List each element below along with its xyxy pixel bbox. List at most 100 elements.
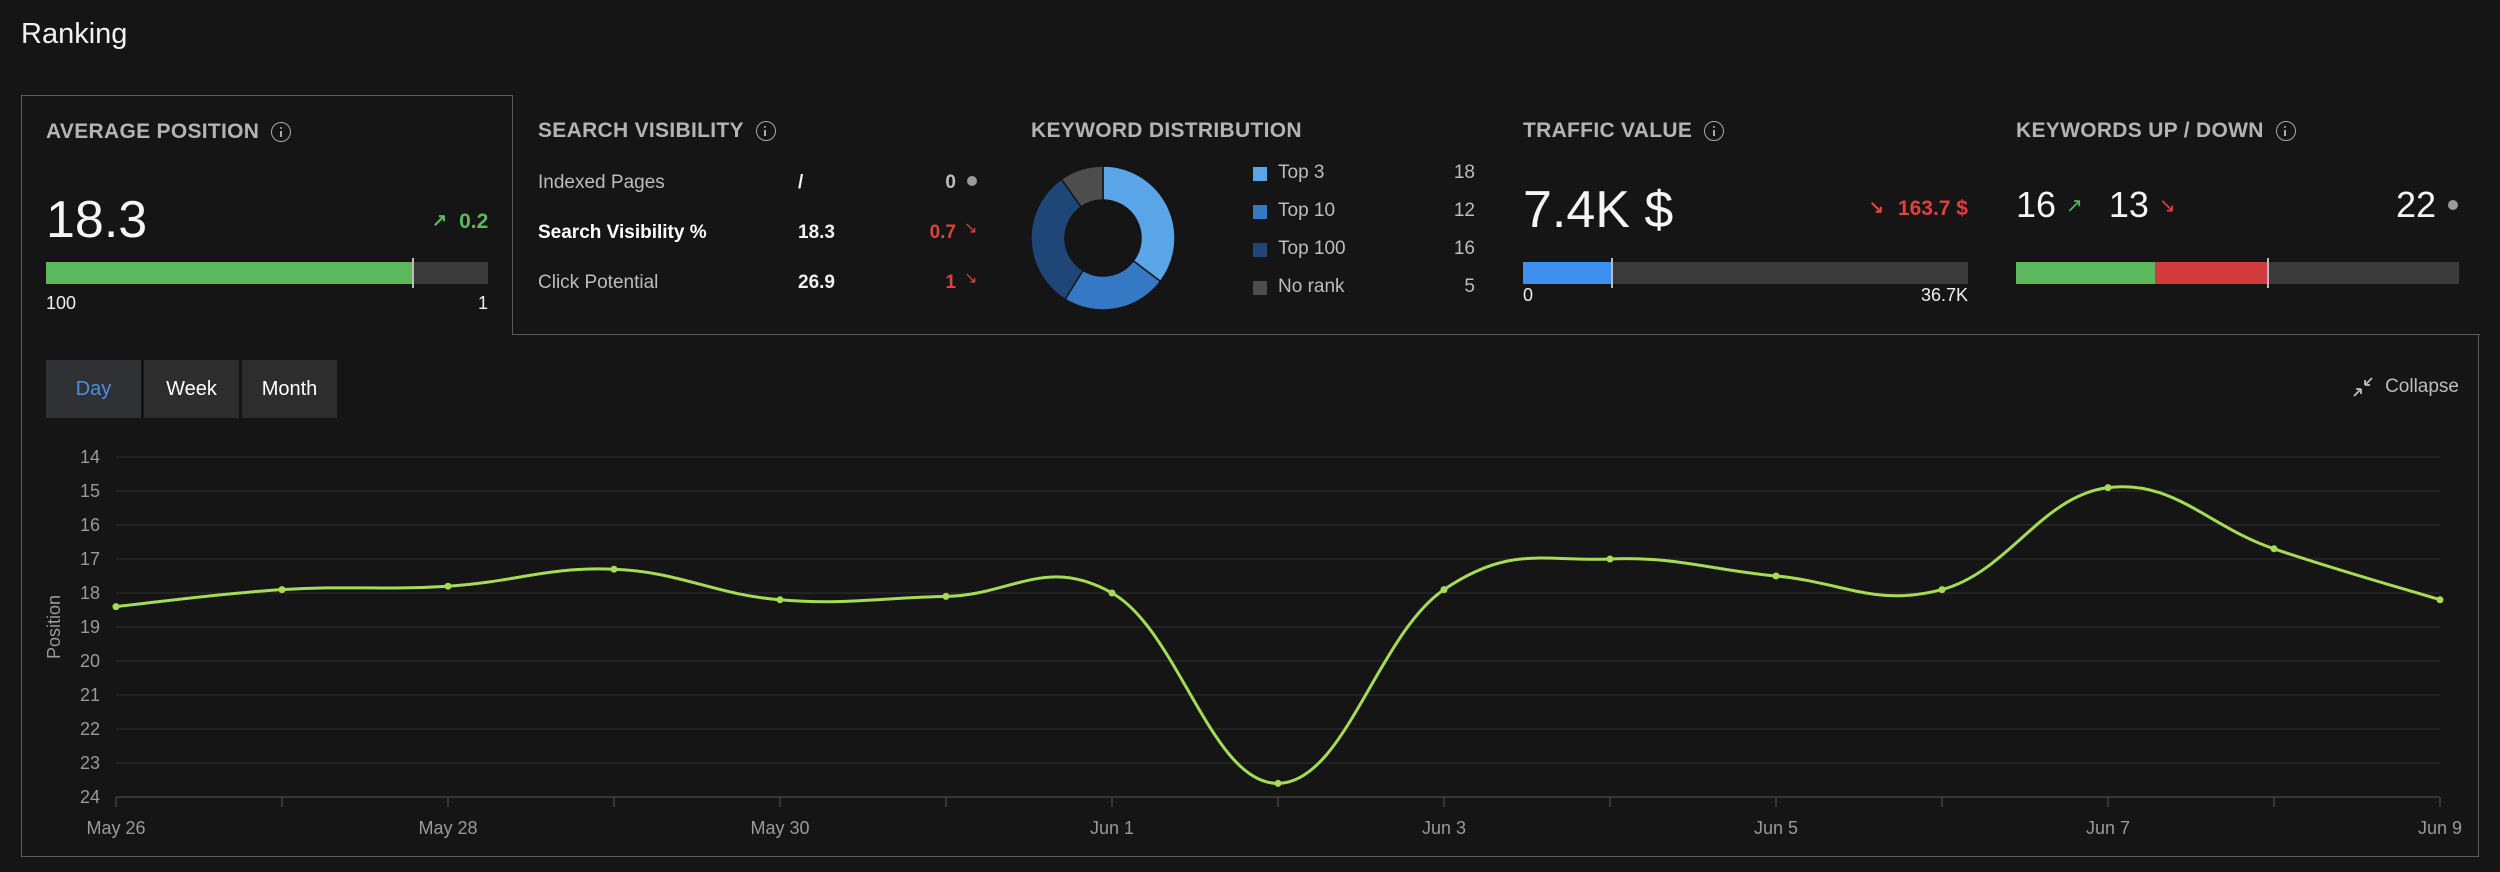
y-axis: 14 15 16 17 18 19 20 21 22 23 24 [80,447,100,807]
period-selector: Day Week Month [46,360,337,418]
sv-label-indexed: Indexed Pages [538,172,665,193]
x-tick-label: Jun 9 [2418,818,2462,838]
data-point[interactable] [1938,586,1946,594]
sv-value-visibility: 18.3 [798,222,835,243]
y-tick-label: 14 [80,447,100,467]
y-tick-label: 24 [80,787,100,807]
data-point[interactable] [2270,545,2278,553]
card-divider [512,95,513,335]
arrow-down-right-icon: ↘ [964,270,978,287]
keywords-updown-counts: 16 ↗ 13 ↘ [2016,184,2176,226]
panel-cover [512,95,2480,335]
keywords-neutral-count: 22 [2395,184,2436,225]
page-title: Ranking [21,18,128,50]
y-tick-label: 18 [80,583,100,603]
neutral-dot-icon [967,176,977,186]
x-tick-label: May 28 [418,818,477,838]
keyword-donut-chart [1030,165,1176,311]
x-tick-label: Jun 5 [1754,818,1798,838]
data-point[interactable] [1440,586,1448,594]
search-visibility-card: SEARCH VISIBILITY [538,119,776,143]
traffic-value-card: TRAFFIC VALUE [1523,119,1725,143]
keywords-updown-card: KEYWORDS UP / DOWN [2016,119,2296,143]
x-tick-label: Jun 3 [1422,818,1466,838]
arrow-down-right-icon: ↘ [964,220,978,237]
legend-item: Top 3 18 [1253,162,1475,200]
keyword-distribution-title: KEYWORD DISTRIBUTION [1031,119,1302,142]
period-day-button[interactable]: Day [46,360,141,418]
sv-value-indexed: / [798,172,804,193]
keywords-bar-marker [2266,258,2269,288]
y-tick-label: 20 [80,651,100,671]
avg-range-max: 1 [477,293,488,313]
position-series-line [115,485,2441,785]
info-icon[interactable] [2275,121,2296,141]
y-tick-label: 21 [80,685,100,705]
keywords-neutral-segment [2267,262,2459,284]
period-month-button[interactable]: Month [242,360,337,418]
data-point[interactable] [444,582,452,590]
traffic-value: 7.4K $ [1523,181,1674,239]
data-point[interactable] [942,592,950,600]
data-point[interactable] [1772,572,1780,580]
data-point[interactable] [2436,596,2444,604]
info-icon[interactable] [1704,121,1725,141]
data-point[interactable] [610,565,618,573]
x-tick-label: May 26 [86,818,145,838]
x-axis: May 26 May 28 May 30 Jun 1 Jun 3 Jun 5 Jun 7 Ju… [86,797,2462,838]
keywords-updown-bar [2016,258,2459,288]
data-point[interactable] [1274,779,1282,787]
series-points [112,484,2444,787]
traffic-delta: ↘ 163.7 $ [1868,197,1968,220]
y-axis-label: Position [44,595,64,659]
donut-slice [1102,165,1176,283]
data-point[interactable] [2104,484,2112,492]
arrow-down-right-icon: ↘ [1868,197,1884,217]
data-point[interactable] [776,596,784,604]
keywords-neutral: 22 [2380,184,2458,226]
sv-delta-indexed: 0 [945,172,956,193]
sv-label-visibility: Search Visibility % [538,222,707,243]
avg-position-bar [46,258,488,288]
y-tick-label: 17 [80,549,100,569]
legend-swatch [1253,243,1267,257]
data-point[interactable] [1606,555,1614,563]
legend-swatch [1253,281,1267,295]
keywords-down-count: 13 [2108,184,2149,225]
sv-delta-click: 1 [945,272,956,293]
avg-range-min: 100 [46,293,77,313]
collapse-label: Collapse [2385,376,2459,397]
y-tick-label: 22 [80,719,100,739]
sv-value-click: 26.9 [798,272,835,293]
avg-position-delta: ↗ 0.2 [432,210,489,233]
x-tick-label: Jun 7 [2086,818,2130,838]
data-point[interactable] [278,586,286,594]
avg-position-bar-marker [411,258,414,288]
legend-item: No rank 5 [1253,276,1475,314]
x-tick-label: May 30 [750,818,809,838]
data-point[interactable] [112,603,120,611]
neutral-dot-icon [2448,200,2458,210]
sv-label-click: Click Potential [538,272,659,293]
y-tick-label: 15 [80,481,100,501]
collapse-button[interactable]: Collapse [2351,375,2459,399]
data-point[interactable] [1108,589,1116,597]
arrow-up-right-icon: ↗ [432,210,448,230]
collapse-icon [2353,377,2373,397]
y-tick-label: 23 [80,753,100,773]
keywords-up-segment [2016,262,2155,284]
panel-edge [2478,334,2479,857]
arrow-up-right-icon: ↗ [2066,194,2083,217]
donut-slice [1030,178,1085,301]
info-icon[interactable] [755,121,776,141]
period-week-button[interactable]: Week [144,360,239,418]
chart-grid [116,456,2440,798]
avg-position-card: AVERAGE POSITION [46,120,292,144]
traffic-bar-marker [1611,258,1613,288]
donut-slice [1060,165,1104,209]
traffic-range-min: 0 [1523,285,1534,305]
sv-delta-visibility: 0.7 [929,222,956,243]
info-icon[interactable] [271,122,292,142]
keywords-up-count: 16 [2016,184,2057,225]
stats-divider [512,334,2480,335]
